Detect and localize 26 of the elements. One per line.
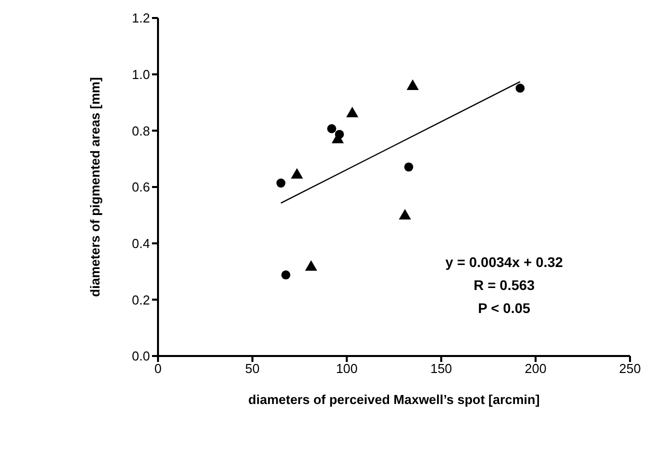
point <box>327 124 336 134</box>
y-tick-label: 0.6 <box>132 180 150 195</box>
annotation: P < 0.05 <box>477 298 532 318</box>
x-tick-label: 50 <box>245 361 260 376</box>
point <box>276 178 286 188</box>
x-axis-title: diameters of perceived Maxwell’s spot [arcmin] <box>248 392 540 407</box>
x-tick-label: 150 <box>430 361 452 376</box>
y-tick-label: 1.0 <box>132 66 150 82</box>
annotation: R = 0.563 <box>472 276 536 295</box>
x-tick-label: 200 <box>524 361 546 376</box>
x-tick-label: 250 <box>619 361 641 376</box>
point <box>290 168 304 179</box>
y-tick-label: 1.2 <box>132 10 150 26</box>
x-tick-label: 0 <box>154 361 162 376</box>
point <box>305 260 318 271</box>
point <box>346 106 358 118</box>
y-tick-label: 0.2 <box>132 292 150 308</box>
y-tick-label: 0.4 <box>132 236 150 251</box>
annotation: y = 0.0034x + 0.32 <box>444 252 564 272</box>
y-tick-label: 0.8 <box>132 123 150 138</box>
point <box>404 162 414 172</box>
x-tick-label: 100 <box>336 361 358 376</box>
y-tick-label: 0.0 <box>132 348 150 364</box>
point <box>398 208 412 220</box>
y-axis-title: diameters of pigmented areas [mm] <box>88 77 103 297</box>
point <box>516 84 525 93</box>
